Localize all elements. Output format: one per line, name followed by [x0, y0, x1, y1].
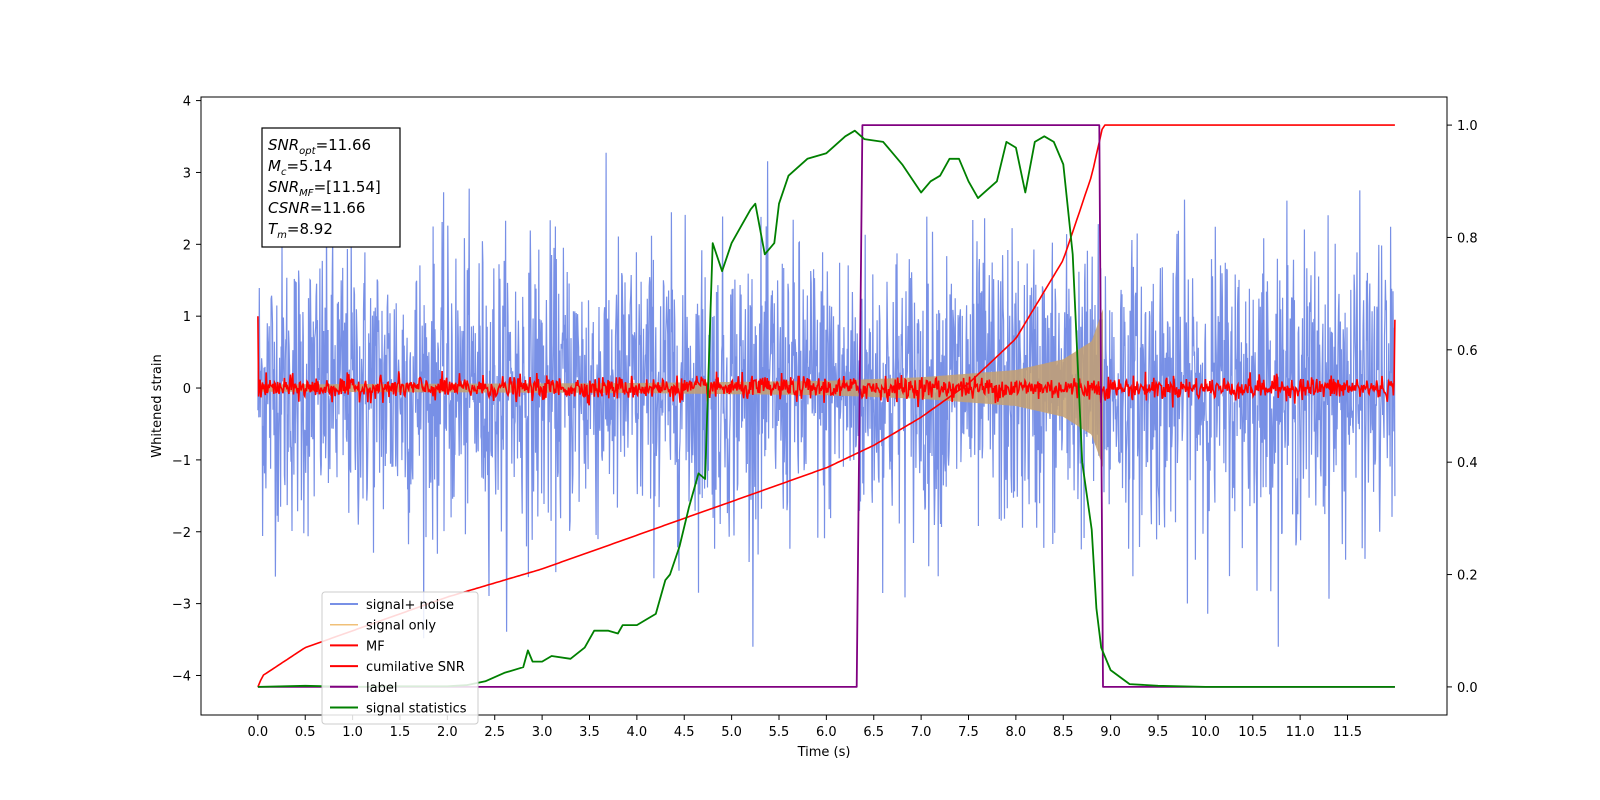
series-signal-statistics	[257, 129, 1395, 688]
legend-frame	[321, 591, 479, 725]
x-tick-label: 5.0	[721, 725, 742, 740]
legend: signal+ noise signal only MF cumilative SNR…	[321, 591, 479, 725]
legend-label: signal only	[366, 619, 436, 634]
y-tick-label: −3	[172, 598, 191, 613]
y2-tick-label: 0.0	[1457, 681, 1478, 696]
y2-tick-label: 0.4	[1457, 456, 1478, 471]
legend-label: label	[366, 681, 397, 696]
y-tick-label: 4	[183, 95, 191, 110]
x-axis-label: Time (s)	[797, 745, 851, 760]
info-box: SNRopt=11.66Mc=5.14SNRMF=[11.54]CSNR=11.…	[261, 127, 401, 248]
x-tick-label: 8.0	[1006, 725, 1027, 740]
info-line: Tm=8.92	[268, 220, 333, 241]
x-tick-label: 0.5	[295, 725, 316, 740]
x-tick-label: 9.5	[1148, 725, 1169, 740]
x-tick-label: 1.0	[342, 725, 363, 740]
info-value: =11.66	[316, 136, 372, 154]
x-tick-label: 9.0	[1100, 725, 1121, 740]
legend-label: MF	[366, 639, 385, 654]
info-line: SNRopt=11.66	[268, 136, 371, 157]
y2-tick-label: 0.8	[1457, 231, 1478, 246]
info-box-frame	[261, 127, 401, 248]
series-label	[257, 124, 1395, 688]
info-line: CSNR=11.66	[268, 199, 365, 217]
info-line: SNRMF=[11.54]	[268, 178, 381, 199]
x-tick-label: 11.0	[1286, 725, 1315, 740]
axes: 0.0 0.5 1.0 1.5 2.0 2.5 3.0 3.5 4.0 4.5 5.0 5.5 6.0 6…	[172, 95, 1478, 740]
info-symbol: CSNR	[268, 199, 310, 217]
y2-tick-label: 0.2	[1457, 569, 1478, 584]
info-symbol: T	[268, 220, 279, 238]
series-mf	[257, 316, 1396, 408]
x-tick-label: 7.5	[958, 725, 979, 740]
info-value: =11.66	[310, 199, 366, 217]
info-value: =8.92	[287, 220, 333, 238]
x-tick-label: 2.5	[484, 725, 505, 740]
x-tick-label: 1.5	[390, 725, 411, 740]
x-tick-label: 4.5	[674, 725, 695, 740]
y-tick-label: 1	[183, 310, 191, 325]
info-symbol: M	[268, 157, 281, 175]
legend-label: signal+ noise	[366, 598, 454, 613]
y-tick-label: −4	[172, 669, 191, 684]
info-subscript: c	[281, 167, 287, 178]
plot-frame	[200, 96, 1448, 716]
x-tick-label: 0.0	[248, 725, 269, 740]
y-tick-label: −2	[172, 526, 191, 541]
info-symbol: SNR	[268, 136, 299, 154]
x-tick-label: 7.0	[911, 725, 932, 740]
info-subscript: opt	[299, 146, 316, 157]
x-tick-label: 3.0	[532, 725, 553, 740]
x-tick-label: 5.5	[769, 725, 790, 740]
y-axis-label: Whitened strain	[150, 354, 165, 457]
legend-label: signal statistics	[366, 702, 467, 717]
x-tick-label: 2.0	[437, 725, 458, 740]
x-tick-label: 3.5	[579, 725, 600, 740]
x-tick-label: 8.5	[1053, 725, 1074, 740]
info-subscript: MF	[299, 188, 314, 199]
info-line: Mc=5.14	[268, 157, 332, 178]
legend-label: cumilative SNR	[366, 660, 465, 675]
y-tick-label: 0	[183, 382, 191, 397]
x-tick-label: 10.5	[1238, 725, 1267, 740]
x-tick-label: 6.5	[863, 725, 884, 740]
x-tick-label: 10.0	[1191, 725, 1220, 740]
x-tick-label: 4.0	[627, 725, 648, 740]
y-tick-label: 3	[183, 166, 191, 181]
y2-tick-label: 1.0	[1457, 119, 1478, 134]
info-subscript: m	[277, 230, 287, 241]
x-tick-label: 6.0	[816, 725, 837, 740]
x-tick-label: 11.5	[1333, 725, 1362, 740]
y-tick-label: 2	[183, 238, 191, 253]
y2-tick-label: 0.6	[1457, 344, 1478, 359]
info-symbol: SNR	[268, 178, 299, 196]
info-value: =5.14	[286, 157, 332, 175]
y-tick-label: −1	[172, 454, 191, 469]
info-value: =[11.54]	[314, 178, 381, 196]
